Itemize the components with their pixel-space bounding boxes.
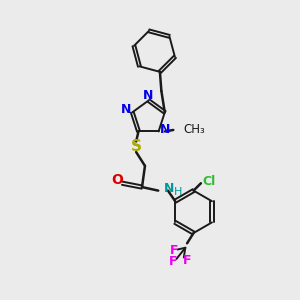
- Text: F: F: [170, 244, 178, 256]
- Text: O: O: [111, 173, 123, 187]
- Text: N: N: [160, 124, 170, 136]
- Text: CH₃: CH₃: [184, 124, 205, 136]
- Text: Cl: Cl: [202, 175, 215, 188]
- Text: F: F: [182, 254, 191, 268]
- Text: N: N: [121, 103, 132, 116]
- Text: H: H: [173, 187, 182, 197]
- Text: F: F: [169, 255, 177, 268]
- Text: N: N: [164, 182, 175, 195]
- Text: N: N: [143, 89, 154, 102]
- Text: S: S: [130, 139, 142, 154]
